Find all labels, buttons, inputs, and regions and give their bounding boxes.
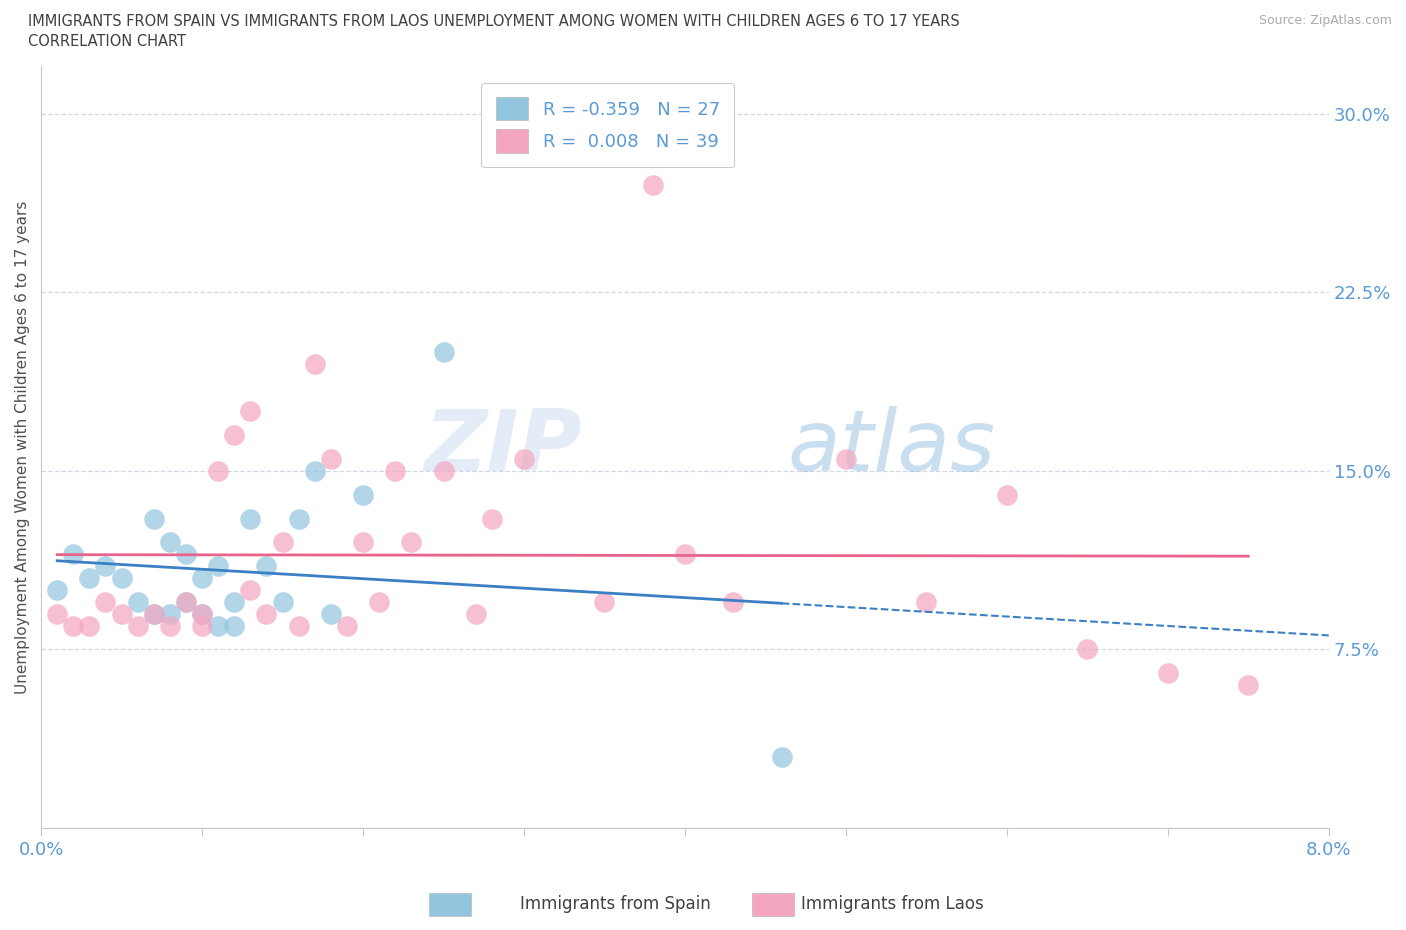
Text: CORRELATION CHART: CORRELATION CHART (28, 34, 186, 49)
Point (239, 512, 262, 526)
Point (721, 594, 744, 609)
Point (368, 594, 391, 609)
Point (127, 594, 149, 609)
Point (770, 750, 793, 764)
Point (207, 618, 229, 633)
Point (835, 452, 858, 467)
Point (271, 594, 294, 609)
Point (224, 594, 246, 609)
Point (1157, 666, 1180, 681)
Point (271, 535, 294, 550)
Point (110, 606, 132, 621)
Legend: R = -0.359   N = 27, R =  0.008   N = 39: R = -0.359 N = 27, R = 0.008 N = 39 (481, 83, 734, 167)
Point (481, 512, 503, 526)
Point (352, 535, 374, 550)
Point (174, 594, 197, 609)
Text: atlas: atlas (787, 405, 995, 488)
Point (304, 356, 326, 371)
Point (432, 344, 454, 359)
Point (432, 463, 454, 478)
Point (159, 618, 181, 633)
Point (304, 463, 326, 478)
Point (287, 512, 309, 526)
Point (287, 618, 309, 633)
Point (319, 606, 342, 621)
Point (142, 606, 165, 621)
Point (79, 571, 101, 586)
Point (995, 487, 1018, 502)
Y-axis label: Unemployment Among Women with Children Ages 6 to 17 years: Unemployment Among Women with Children A… (15, 200, 30, 694)
Point (336, 618, 359, 633)
Text: Immigrants from Laos: Immigrants from Laos (801, 895, 984, 913)
Point (142, 606, 165, 621)
Point (641, 178, 664, 193)
Point (915, 594, 938, 609)
Point (207, 559, 229, 574)
Text: Immigrants from Spain: Immigrants from Spain (520, 895, 711, 913)
Point (464, 606, 486, 621)
Point (239, 582, 262, 597)
Point (62, 547, 84, 562)
Point (191, 571, 214, 586)
Point (673, 547, 696, 562)
Point (127, 618, 149, 633)
Point (62, 618, 84, 633)
Point (174, 547, 197, 562)
Point (384, 463, 406, 478)
Point (191, 606, 214, 621)
Point (513, 452, 536, 467)
Text: IMMIGRANTS FROM SPAIN VS IMMIGRANTS FROM LAOS UNEMPLOYMENT AMONG WOMEN WITH CHIL: IMMIGRANTS FROM SPAIN VS IMMIGRANTS FROM… (28, 14, 960, 29)
Point (110, 571, 132, 586)
Text: ZIP: ZIP (425, 405, 582, 488)
Point (224, 428, 246, 443)
Point (142, 512, 165, 526)
Point (159, 535, 181, 550)
Point (159, 606, 181, 621)
Point (256, 606, 278, 621)
Text: Source: ZipAtlas.com: Source: ZipAtlas.com (1258, 14, 1392, 27)
Point (79, 618, 101, 633)
Point (174, 594, 197, 609)
Point (1076, 642, 1098, 657)
Point (239, 404, 262, 418)
Point (207, 463, 229, 478)
Point (593, 594, 616, 609)
Point (191, 618, 214, 633)
Point (401, 535, 423, 550)
Point (352, 487, 374, 502)
Point (256, 559, 278, 574)
Point (94, 559, 117, 574)
Point (224, 618, 246, 633)
Point (1237, 678, 1260, 693)
Point (46, 582, 69, 597)
Point (191, 606, 214, 621)
Point (319, 452, 342, 467)
Point (94, 594, 117, 609)
Point (46, 606, 69, 621)
